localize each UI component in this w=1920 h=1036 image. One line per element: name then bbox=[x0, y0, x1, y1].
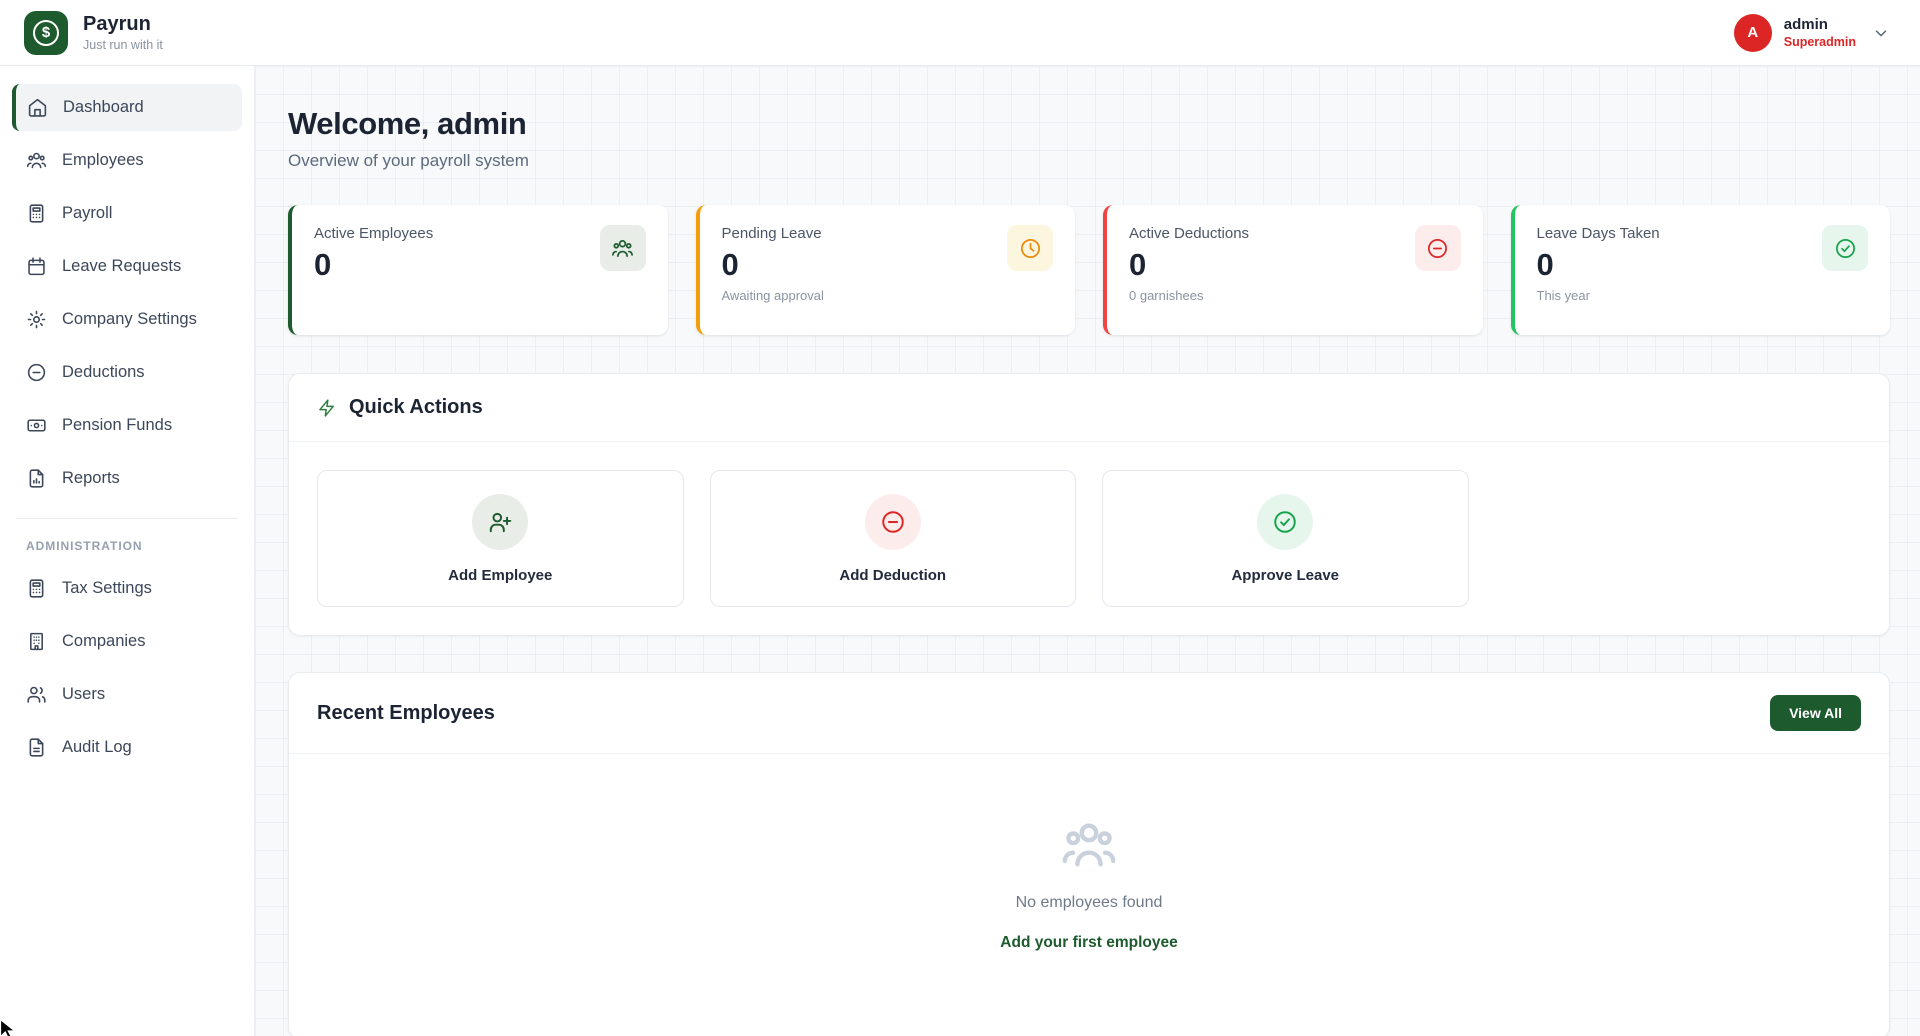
calendar-icon bbox=[26, 256, 47, 277]
sidebar-item-company-settings[interactable]: Company Settings bbox=[12, 296, 242, 343]
recent-employees-header: Recent Employees View All bbox=[289, 673, 1889, 754]
stat-card-leave-days-taken: Leave Days Taken 0 This year bbox=[1510, 205, 1890, 335]
sidebar-item-label: Reports bbox=[62, 469, 120, 487]
check-circle-icon bbox=[1257, 493, 1314, 550]
minus-circle-icon bbox=[864, 493, 921, 550]
add-deduction-button[interactable]: Add Deduction bbox=[709, 470, 1076, 607]
app-tagline: Just run with it bbox=[83, 38, 163, 52]
chevron-down-icon bbox=[1872, 24, 1890, 42]
user-menu[interactable]: A admin Superadmin bbox=[1733, 13, 1890, 52]
employees-group-icon bbox=[26, 150, 47, 171]
sidebar-item-users[interactable]: Users bbox=[12, 671, 242, 718]
sidebar-item-dashboard[interactable]: Dashboard bbox=[12, 84, 242, 131]
gear-icon bbox=[26, 309, 47, 330]
app-logo: $ bbox=[24, 10, 68, 55]
recent-employees-panel: Recent Employees View All No employees f… bbox=[288, 672, 1890, 1036]
page-title: Welcome, admin bbox=[288, 106, 527, 141]
employees-group-icon bbox=[1060, 816, 1118, 874]
sidebar-section-administration: ADMINISTRATION bbox=[26, 539, 143, 553]
sidebar-item-label: Leave Requests bbox=[62, 257, 182, 275]
sidebar-item-payroll[interactable]: Payroll bbox=[12, 190, 242, 237]
add-first-employee-link[interactable]: Add your first employee bbox=[1000, 934, 1178, 951]
stat-subtitle: 0 garnishees bbox=[1129, 288, 1204, 304]
sidebar-item-label: Users bbox=[62, 685, 106, 703]
quick-actions-grid: Add Employee Add Deduction Approve Leave bbox=[289, 442, 1889, 635]
user-role-badge: Superadmin bbox=[1783, 35, 1856, 49]
stat-value: 0 bbox=[721, 247, 739, 282]
top-bar: $ Payrun Just run with it A admin Supera… bbox=[0, 0, 1920, 66]
sidebar-item-label: Audit Log bbox=[62, 738, 132, 756]
sidebar-item-label: Payroll bbox=[62, 204, 113, 222]
sidebar-item-label: Deductions bbox=[62, 363, 145, 381]
home-icon bbox=[27, 97, 48, 118]
file-text-icon bbox=[26, 737, 47, 758]
sidebar-item-leave-requests[interactable]: Leave Requests bbox=[12, 243, 242, 290]
page-subtitle: Overview of your payroll system bbox=[288, 151, 529, 170]
sidebar-item-label: Tax Settings bbox=[62, 579, 152, 597]
sidebar-item-label: Companies bbox=[62, 632, 146, 650]
employees-group-icon bbox=[599, 225, 646, 271]
calculator-icon bbox=[26, 578, 47, 599]
add-employee-button[interactable]: Add Employee bbox=[317, 470, 684, 607]
stat-card-active-employees: Active Employees 0 bbox=[288, 205, 668, 335]
stat-card-active-deductions: Active Deductions 0 0 garnishees bbox=[1103, 205, 1483, 335]
report-chart-icon bbox=[26, 468, 47, 489]
clock-icon bbox=[1007, 225, 1053, 271]
stat-subtitle: Awaiting approval bbox=[721, 288, 824, 304]
minus-circle-icon bbox=[26, 362, 47, 383]
main-content: Welcome, admin Overview of your payroll … bbox=[255, 66, 1920, 1036]
dollar-icon: $ bbox=[33, 19, 59, 46]
approve-leave-button[interactable]: Approve Leave bbox=[1102, 470, 1469, 607]
stat-label: Active Employees bbox=[314, 225, 434, 242]
sidebar-item-employees[interactable]: Employees bbox=[12, 137, 242, 184]
user-name: admin bbox=[1783, 16, 1828, 33]
sidebar-item-label: Company Settings bbox=[62, 310, 197, 328]
user-plus-icon bbox=[472, 493, 529, 550]
sidebar-item-tax-settings[interactable]: Tax Settings bbox=[12, 565, 242, 612]
stat-value: 0 bbox=[1129, 247, 1147, 282]
sidebar-item-label: Pension Funds bbox=[62, 416, 173, 434]
sidebar-item-companies[interactable]: Companies bbox=[12, 618, 242, 665]
quick-actions-panel: Quick Actions Add Employee Add Deduction… bbox=[288, 373, 1890, 636]
action-label: Add Employee bbox=[448, 566, 553, 584]
action-label: Approve Leave bbox=[1231, 566, 1340, 584]
sidebar-item-label: Employees bbox=[62, 151, 144, 169]
quick-actions-title: Quick Actions bbox=[349, 396, 483, 418]
stat-subtitle: This year bbox=[1536, 288, 1590, 304]
stat-subtitle bbox=[314, 288, 433, 303]
stat-label: Active Deductions bbox=[1129, 225, 1250, 242]
stat-label: Leave Days Taken bbox=[1536, 225, 1660, 242]
recent-employees-title: Recent Employees bbox=[317, 701, 495, 724]
stat-value: 0 bbox=[314, 247, 332, 282]
quick-actions-header: Quick Actions bbox=[289, 374, 1889, 442]
sidebar: Dashboard Employees Payroll Leave Reques… bbox=[0, 66, 255, 1036]
view-all-button[interactable]: View All bbox=[1770, 695, 1861, 731]
stat-label: Pending Leave bbox=[721, 225, 822, 242]
empty-message: No employees found bbox=[1015, 894, 1163, 911]
app-title: Payrun bbox=[83, 13, 151, 35]
stat-cards-row: Active Employees 0 Pending Leave 0 Await… bbox=[288, 205, 1890, 335]
mouse-cursor-icon bbox=[0, 1018, 19, 1036]
calculator-icon bbox=[26, 203, 47, 224]
sidebar-item-pension-funds[interactable]: Pension Funds bbox=[12, 402, 242, 449]
empty-state: No employees found Add your first employ… bbox=[289, 754, 1889, 1036]
sidebar-item-deductions[interactable]: Deductions bbox=[12, 349, 242, 396]
avatar: A bbox=[1733, 13, 1772, 52]
building-icon bbox=[26, 631, 47, 652]
sidebar-divider bbox=[16, 518, 238, 519]
banknote-icon bbox=[26, 415, 47, 436]
users-icon bbox=[26, 684, 47, 705]
brand: $ Payrun Just run with it bbox=[24, 10, 163, 55]
sidebar-item-label: Dashboard bbox=[63, 98, 144, 116]
action-label: Add Deduction bbox=[839, 566, 947, 584]
zap-icon bbox=[317, 398, 337, 418]
stat-value: 0 bbox=[1536, 247, 1554, 282]
sidebar-item-audit-log[interactable]: Audit Log bbox=[12, 724, 242, 771]
check-circle-icon bbox=[1822, 225, 1868, 271]
minus-circle-icon bbox=[1414, 225, 1461, 271]
sidebar-item-reports[interactable]: Reports bbox=[12, 455, 242, 502]
stat-card-pending-leave: Pending Leave 0 Awaiting approval bbox=[695, 205, 1075, 335]
